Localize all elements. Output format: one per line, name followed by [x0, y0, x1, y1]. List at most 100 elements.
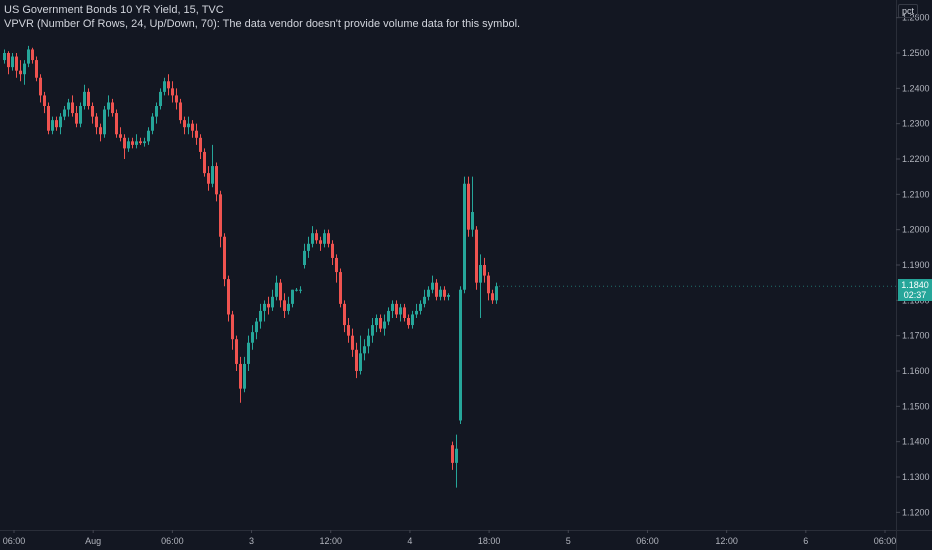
candle-body [459, 289, 462, 421]
candle-body [75, 113, 78, 124]
candle-body [431, 282, 434, 290]
candle-body [483, 265, 486, 276]
x-tick-label: 06:00 [161, 536, 184, 546]
candle-body [355, 349, 358, 371]
candle-body [211, 166, 214, 184]
candle-body [159, 91, 162, 106]
candle-body [227, 279, 230, 315]
candle-body [7, 53, 10, 68]
candle-body [107, 102, 110, 110]
candle-body [455, 448, 458, 463]
candle-body [395, 303, 398, 315]
candle-body [135, 141, 138, 145]
candle-body [127, 141, 130, 149]
candle-body [207, 173, 210, 184]
candle-body [435, 282, 438, 297]
candle-body [371, 325, 374, 336]
candle-body [199, 137, 202, 152]
candle-body [59, 116, 62, 128]
candle-body [475, 229, 478, 283]
x-tick-label: 12:00 [715, 536, 738, 546]
candle-body [119, 134, 122, 138]
candle-body [167, 81, 170, 89]
y-tick-label: 1.2400 [902, 83, 930, 93]
candle-body [15, 56, 18, 71]
x-tick-label: 18:00 [478, 536, 501, 546]
y-tick-label: 1.2000 [902, 225, 930, 235]
candle-body [83, 91, 86, 106]
y-tick-label: 1.1500 [902, 401, 930, 411]
candle-body [311, 233, 314, 244]
candle-body [95, 116, 98, 128]
y-tick-label: 1.2100 [902, 189, 930, 199]
candle-body [187, 123, 190, 128]
candle-body [363, 346, 366, 354]
candle-body [471, 212, 474, 230]
candle-body [463, 183, 466, 290]
candle-body [391, 303, 394, 311]
candle-body [147, 130, 150, 142]
candle-body [163, 81, 166, 92]
candle-body [487, 275, 490, 294]
candle-body [219, 194, 222, 237]
candle-body [375, 318, 378, 326]
candle-body [343, 303, 346, 326]
candle-body [367, 335, 370, 347]
x-tick-label: 06:00 [636, 536, 659, 546]
candle-body [287, 303, 290, 311]
candle-body [71, 102, 74, 114]
x-tick-label: 3 [249, 536, 254, 546]
candle-body [91, 106, 94, 117]
candle-body [99, 127, 102, 135]
candle-body [123, 137, 126, 149]
candle-body [315, 233, 318, 241]
y-tick-label: 1.1700 [902, 331, 930, 341]
candle-body [451, 445, 454, 463]
candle-body [327, 233, 330, 244]
candle-body [27, 49, 30, 64]
y-tick-label: 1.2300 [902, 119, 930, 129]
candle-body [271, 296, 274, 308]
candle-body [31, 49, 34, 61]
candle-body [323, 233, 326, 244]
unit-badge[interactable]: pct [897, 4, 918, 18]
candle-body [275, 282, 278, 297]
candle-body [303, 250, 306, 265]
candle-body [235, 339, 238, 364]
candle-body [19, 70, 22, 75]
candle-body [411, 314, 414, 326]
candle-body [291, 289, 294, 304]
candle-body [307, 243, 310, 251]
candle-body [131, 141, 134, 145]
candle-body [191, 123, 194, 131]
y-tick-label: 1.1600 [902, 366, 930, 376]
candle-body [351, 335, 354, 350]
x-tick-label: Aug [85, 536, 101, 546]
candle-body [403, 307, 406, 318]
candle-body [383, 321, 386, 329]
candle-body [215, 166, 218, 195]
candle-body [155, 106, 158, 117]
candle-body [243, 363, 246, 389]
indicator-label: VPVR (Number Of Rows, 24, Up/Down, 70): … [4, 18, 521, 30]
candle-body [43, 95, 46, 106]
candle-body [247, 342, 250, 364]
candle-body [239, 363, 242, 389]
candle-body [447, 295, 450, 297]
y-tick-label: 1.1900 [902, 260, 930, 270]
x-tick-label: 4 [407, 536, 412, 546]
candle-body [399, 307, 402, 315]
y-tick-label: 1.2200 [902, 154, 930, 164]
candle-body [3, 53, 6, 61]
candle-body [35, 60, 38, 78]
candle-body [423, 296, 426, 304]
candle-body [183, 120, 186, 128]
candle-body [279, 282, 282, 301]
candle-body [267, 303, 270, 308]
candle-body [55, 120, 58, 128]
candle-body [415, 310, 418, 315]
candle-body [63, 109, 66, 117]
candle-body [387, 310, 390, 322]
x-tick-label: 12:00 [319, 536, 342, 546]
